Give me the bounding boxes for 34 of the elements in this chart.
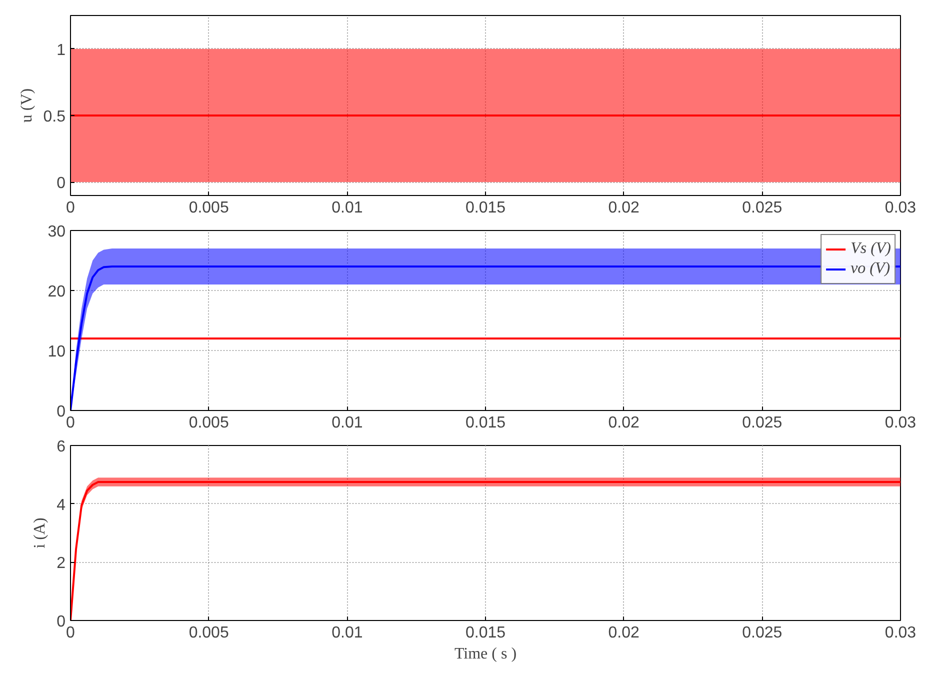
- x-tick-label: 0.03: [884, 200, 916, 216]
- x-tick-label: 0.02: [608, 414, 640, 432]
- x-tick-label: 0.015: [465, 414, 506, 432]
- x-axis-title: Time ( s ): [454, 646, 517, 662]
- y-axis-title: i (A): [32, 518, 49, 548]
- x-tick-label: 0.02: [608, 624, 640, 642]
- x-tick-label: 0.025: [742, 414, 782, 432]
- y-tick-label: 20: [48, 284, 66, 300]
- x-tick-label: 0.005: [188, 200, 229, 216]
- x-tick-label: 0.01: [332, 200, 363, 216]
- x-tick-label: 0.025: [742, 624, 782, 642]
- y-tick-label: 6: [56, 438, 66, 456]
- y-axis-title: u (V): [18, 88, 36, 123]
- x-tick-label: 0.025: [742, 200, 782, 216]
- x-tick-label: 0.02: [608, 200, 640, 216]
- x-tick-label: 0.005: [188, 624, 229, 642]
- legend-label: Vs (V): [850, 240, 891, 258]
- y-tick-label: 0.5: [43, 108, 66, 126]
- y-tick-label: 0: [56, 404, 66, 420]
- x-tick-label: 0.015: [465, 624, 506, 642]
- x-tick-label: 0.01: [332, 414, 363, 432]
- y-tick-label: 0: [56, 175, 66, 192]
- x-tick-label: 0.015: [465, 200, 506, 216]
- y-tick-label: 4: [56, 496, 66, 514]
- legend-label: vo (V): [850, 260, 890, 278]
- x-tick-label: 0.03: [884, 414, 916, 432]
- x-tick-label: 0.005: [188, 414, 229, 432]
- x-tick-label: 0.03: [884, 624, 916, 642]
- y-tick-label: 30: [48, 224, 66, 240]
- y-tick-label: 1: [56, 42, 66, 59]
- y-tick-label: 2: [56, 555, 66, 572]
- y-tick-label: 10: [48, 344, 66, 360]
- y-tick-label: 0: [56, 614, 66, 630]
- x-tick-label: 0.01: [332, 624, 363, 642]
